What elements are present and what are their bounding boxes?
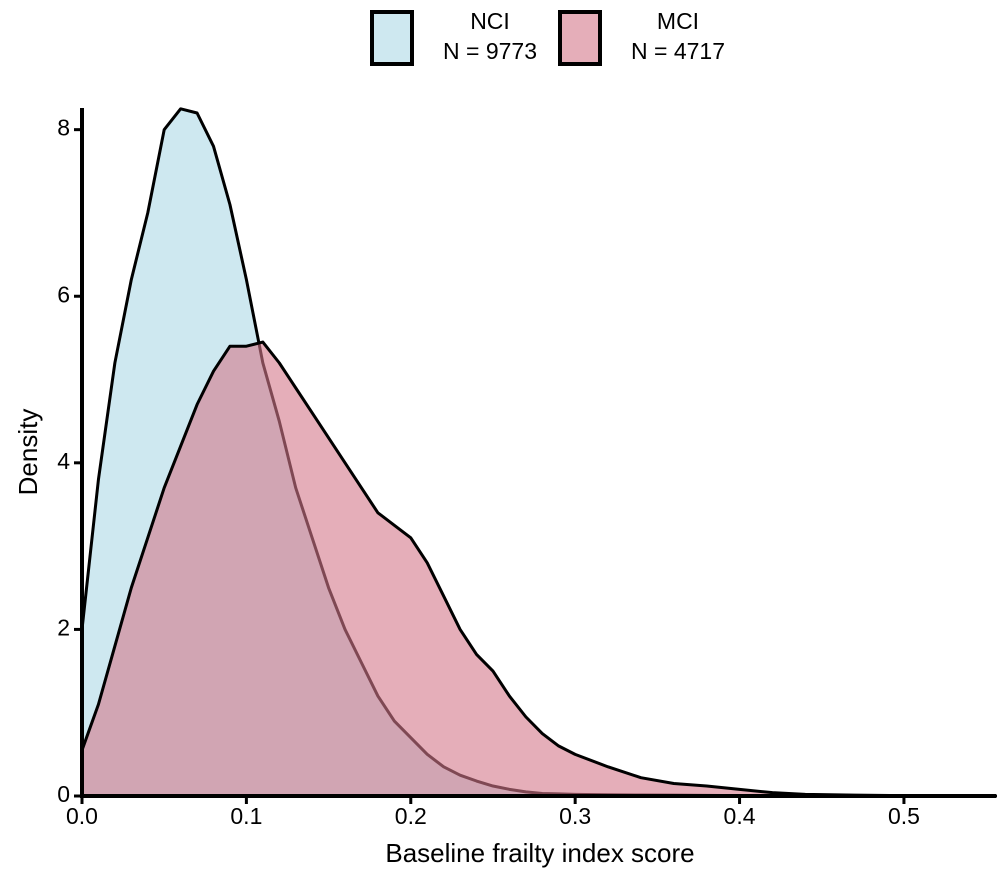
y-tick-label: 4 [57, 448, 70, 474]
x-tick-label: 0.1 [230, 803, 262, 829]
y-tick-label: 0 [57, 781, 70, 807]
x-tick-label: 0.5 [888, 803, 920, 829]
legend-sample-size: N = 9773 [443, 38, 537, 64]
y-axis-title: Density [13, 409, 43, 496]
legend-sample-size: N = 4717 [631, 38, 725, 64]
y-tick-label: 6 [57, 281, 70, 307]
x-tick-label: 0.3 [559, 803, 591, 829]
legend-swatch [370, 10, 414, 66]
x-tick-label: 0.2 [395, 803, 427, 829]
x-axis-title: Baseline frailty index score [385, 838, 694, 868]
density-area [80, 340, 997, 798]
x-tick-label: 0.4 [724, 803, 756, 829]
legend-label: NCI [470, 8, 510, 34]
x-tick-label: 0.0 [66, 803, 98, 829]
legend-swatch [558, 10, 602, 66]
y-tick-label: 8 [57, 115, 70, 141]
legend-label: MCI [657, 8, 699, 34]
y-tick-label: 2 [57, 614, 70, 640]
